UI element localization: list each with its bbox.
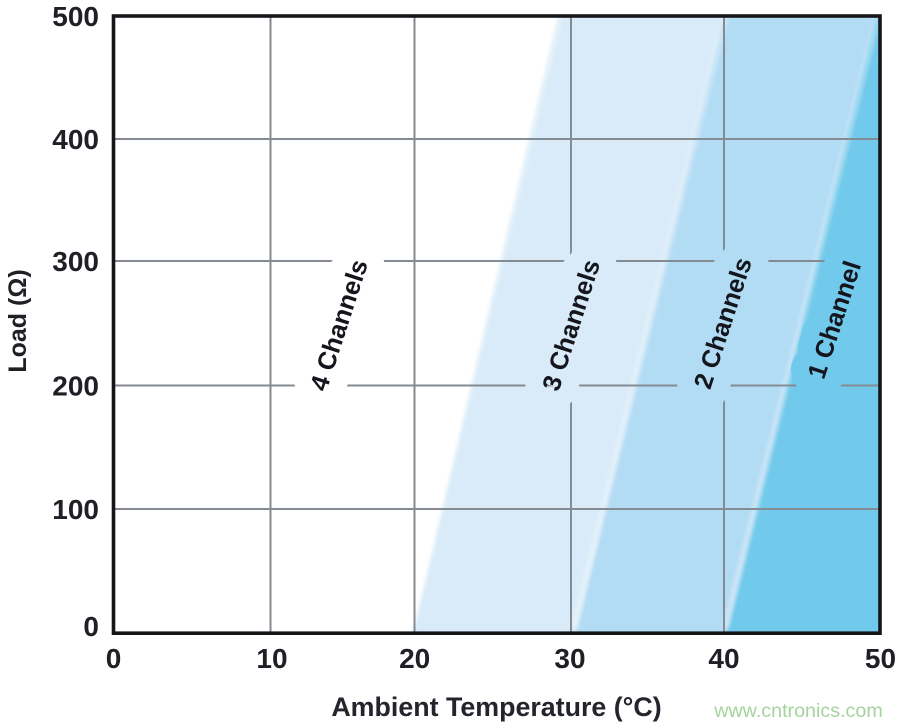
svg-text:400: 400 — [52, 124, 99, 155]
svg-text:www.cntronics.com: www.cntronics.com — [713, 700, 882, 722]
svg-text:40: 40 — [708, 643, 739, 674]
svg-text:20: 20 — [399, 643, 430, 674]
svg-text:100: 100 — [52, 494, 99, 525]
svg-text:10: 10 — [256, 643, 287, 674]
svg-text:500: 500 — [52, 1, 99, 32]
svg-text:200: 200 — [52, 371, 99, 402]
svg-text:Load (Ω): Load (Ω) — [4, 269, 32, 372]
svg-text:50: 50 — [865, 643, 896, 674]
svg-text:300: 300 — [52, 246, 99, 277]
svg-text:0: 0 — [106, 643, 122, 674]
svg-text:Ambient Temperature (°C): Ambient Temperature (°C) — [331, 692, 661, 722]
svg-text:30: 30 — [554, 643, 585, 674]
svg-text:0: 0 — [83, 611, 99, 642]
